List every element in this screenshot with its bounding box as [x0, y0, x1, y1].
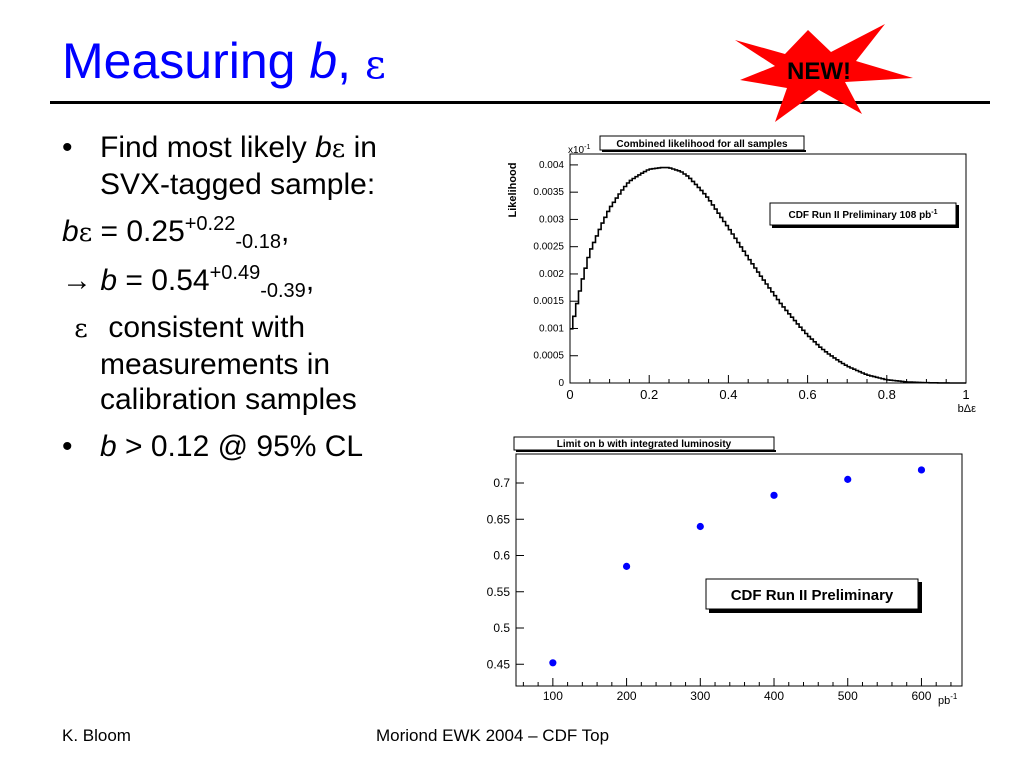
x-axis-label: pb-1 [938, 692, 958, 707]
footer-event: Moriond EWK 2004 – CDF Top [376, 726, 610, 745]
x-tick-label: 600 [911, 689, 931, 703]
x-tick-label: 100 [543, 689, 563, 703]
epsilon-symbol: ε [74, 314, 88, 344]
data-point [622, 562, 631, 570]
limit-chart: Limit on b with integrated luminosity 10… [478, 432, 990, 712]
bullet-1: • Find most likely bε in SVX-tagged sample… [62, 130, 507, 202]
y-tick-label: 0.003 [539, 214, 564, 225]
chart-title: Combined likelihood for all samples [616, 139, 788, 150]
equation-value: = 0.25 [92, 215, 185, 248]
y-tick-label: 0.6 [493, 549, 510, 563]
epsilon-line-2: measurements in [100, 348, 331, 381]
y-tick-label: 0.0015 [533, 296, 564, 307]
arrow-icon: → [62, 264, 101, 297]
y-tick-label: 0.001 [539, 323, 564, 334]
y-multiplier-label: x10-1 [568, 144, 590, 156]
y-tick-label: 0.0005 [533, 351, 564, 362]
y-tick-label: 0.004 [539, 160, 564, 171]
data-point [844, 475, 852, 483]
slide-title: Measuring b, ε [62, 36, 386, 86]
slide-body: • Find most likely bε in SVX-tagged sample… [62, 130, 507, 464]
bullet-icon: • [62, 430, 73, 463]
equation-b: → b = 0.54+0.49-0.39, [62, 262, 507, 301]
b-symbol: b [62, 215, 79, 248]
upper-error: +0.22 [184, 213, 236, 235]
x-tick-label: 0.2 [640, 387, 658, 402]
epsilon-line-1: consistent with [100, 311, 306, 344]
x-tick-label: 1 [962, 387, 969, 402]
lower-error: -0.18 [235, 231, 281, 253]
annotation-text: CDF Run II Preliminary [731, 587, 894, 604]
likelihood-curve [570, 166, 966, 384]
title-b-symbol: b [309, 33, 338, 89]
data-point [917, 466, 926, 474]
x-tick-label: 0.8 [878, 387, 896, 402]
new-badge-label: NEW! [787, 58, 851, 85]
x-axis-label: bΔε [958, 403, 976, 415]
upper-error: +0.49 [209, 262, 261, 284]
bullet-icon: • [62, 131, 73, 164]
annotation-text: CDF Run II Preliminary 108 pb-1 [788, 209, 937, 221]
bullet-1-text: Find most likely [100, 131, 316, 164]
lower-error: -0.39 [260, 280, 306, 302]
epsilon-statement: ε consistent with measurements in calibrat… [62, 310, 507, 417]
y-tick-label: 0 [558, 378, 564, 389]
annotation-box [705, 578, 919, 610]
b-symbol: b [315, 131, 332, 164]
x-tick-label: 300 [690, 689, 710, 703]
x-tick-label: 400 [764, 689, 784, 703]
y-tick-label: 0.55 [487, 585, 511, 599]
bullet-1-text-end: in [345, 131, 377, 164]
bullet-2-text: > 0.12 @ 95% CL [116, 430, 364, 463]
y-tick-label: 0.5 [493, 621, 510, 635]
y-tick-label: 0.45 [487, 657, 511, 671]
equation-comma: , [280, 215, 290, 248]
plot-frame [515, 453, 963, 687]
data-point [696, 522, 704, 531]
x-tick-label: 0 [566, 387, 573, 402]
y-tick-label: 0.0025 [533, 242, 564, 253]
x-tick-label: 0.4 [719, 387, 737, 402]
equation-comma: , [305, 264, 315, 297]
b-symbol: b [100, 264, 118, 297]
equation-value: = 0.54 [117, 264, 210, 297]
y-tick-label: 0.0035 [533, 187, 564, 198]
y-tick-label: 0.002 [539, 269, 564, 280]
y-axis-label: Likelihood [507, 163, 519, 218]
x-tick-label: 200 [617, 689, 637, 703]
b-symbol: b [100, 430, 117, 463]
data-point [770, 491, 778, 499]
epsilon-symbol: ε [331, 134, 346, 164]
data-point [549, 659, 557, 667]
equation-beps: bε = 0.25+0.22-0.18, [62, 213, 507, 253]
title-text: Measuring [62, 33, 310, 89]
new-badge: NEW! [735, 24, 913, 122]
starburst-icon [735, 24, 913, 122]
bullet-1-line2: SVX-tagged sample: [100, 168, 376, 201]
epsilon-symbol: ε [78, 218, 93, 248]
footer-author: K. Bloom [62, 726, 131, 745]
title-epsilon-symbol: ε [364, 42, 386, 88]
title-divider [50, 101, 990, 104]
y-tick-label: 0.7 [493, 476, 510, 490]
epsilon-line-3: calibration samples [100, 383, 357, 416]
x-tick-label: 0.6 [799, 387, 817, 402]
likelihood-chart: x10-1 Combined likelihood for all sample… [500, 132, 990, 420]
chart-title: Limit on b with integrated luminosity [557, 439, 732, 450]
title-separator: , [337, 33, 365, 89]
bullet-2: • b > 0.12 @ 95% CL [62, 429, 507, 464]
x-tick-label: 500 [838, 689, 858, 703]
y-tick-label: 0.65 [487, 512, 511, 526]
